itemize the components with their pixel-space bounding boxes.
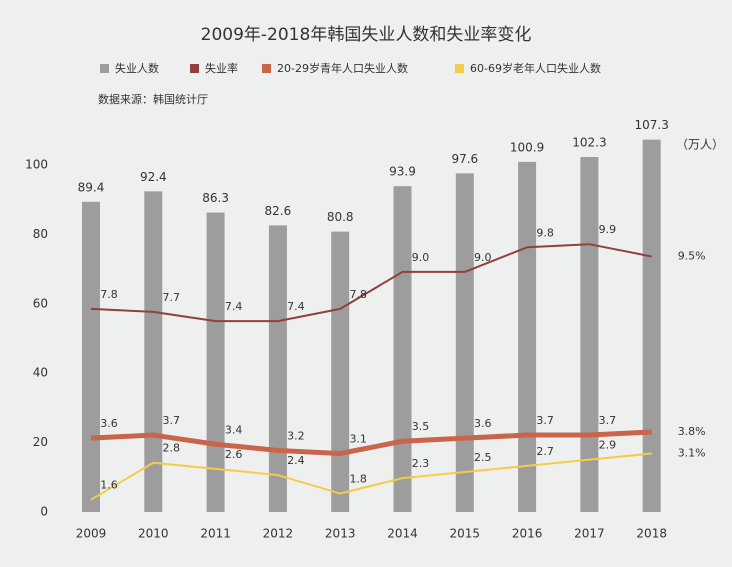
line-value-label: 2.6	[225, 448, 243, 461]
line-value-label: 3.7	[163, 414, 181, 427]
bar	[393, 186, 412, 513]
line	[90, 452, 652, 501]
legend-swatch	[190, 64, 199, 73]
bar-value-label: 100.9	[510, 140, 544, 154]
line-value-label: 2.3	[412, 457, 430, 470]
bar-value-label: 82.6	[265, 204, 292, 218]
line-value-label: 2.9	[599, 439, 617, 452]
line-value-label: 9.0	[412, 251, 430, 264]
bar-value-label: 86.3	[202, 191, 229, 205]
line-value-label: 9.9	[599, 223, 617, 236]
line-value-label: 3.7	[536, 414, 554, 427]
bar-value-label: 89.4	[78, 180, 105, 194]
line-value-label: 7.7	[163, 291, 181, 304]
legend-label: 20-29岁青年人口失业人数	[277, 61, 408, 75]
bar	[144, 191, 163, 512]
x-tick-label: 2018	[636, 527, 667, 541]
chart-title: 2009年-2018年韩国失业人数和失业率变化	[201, 25, 532, 45]
bar	[518, 161, 537, 512]
legend-label: 失业率	[205, 61, 238, 75]
legend-label: 60-69岁老年人口失业人数	[470, 61, 601, 75]
x-tick-label: 2016	[512, 527, 543, 541]
line-value-label: 2.8	[163, 442, 181, 455]
y-tick-label: 20	[33, 435, 48, 449]
line-value-label: 3.6	[474, 417, 492, 430]
line-value-label: 9.5%	[678, 250, 706, 263]
line-value-label: 2.7	[536, 445, 554, 458]
source-note: 数据来源：韩国统计厅	[98, 92, 208, 106]
x-tick-label: 2014	[387, 527, 418, 541]
x-tick-label: 2012	[263, 527, 294, 541]
legend-label: 失业人数	[115, 62, 159, 75]
line-value-label: 3.2	[287, 429, 305, 442]
x-tick-label: 2010	[138, 527, 169, 541]
line-value-label: 3.6	[100, 417, 118, 430]
line-value-label: 3.1%	[678, 447, 706, 460]
bar-value-label: 92.4	[140, 170, 167, 184]
bar	[268, 225, 287, 513]
y-tick-label: 0	[40, 505, 48, 519]
bar	[82, 201, 100, 513]
line-value-label: 2.5	[474, 451, 492, 464]
bar	[642, 139, 661, 512]
bar-value-label: 102.3	[572, 136, 606, 150]
line-value-label: 9.8	[536, 226, 554, 239]
line-value-label: 3.8%	[678, 425, 706, 438]
bar	[455, 173, 474, 512]
x-tick-label: 2011	[200, 527, 231, 541]
line-value-label: 7.8	[349, 288, 367, 301]
x-tick-label: 2013	[325, 527, 356, 541]
line-value-label: 1.8	[349, 473, 367, 486]
bar-value-label: 107.3	[635, 118, 669, 132]
x-tick-label: 2015	[450, 527, 481, 541]
legend-swatch	[455, 64, 464, 73]
line	[90, 429, 652, 457]
line-value-label: 2.4	[287, 454, 305, 467]
legend-swatch	[100, 64, 109, 73]
line-value-label: 7.4	[287, 300, 305, 313]
line-value-label: 9.0	[474, 251, 492, 264]
y-tick-label: 80	[33, 227, 48, 241]
y-unit: （万人）	[676, 138, 724, 152]
bar	[331, 231, 350, 512]
legend-swatch	[262, 64, 271, 73]
line-value-label: 3.4	[225, 423, 243, 436]
x-tick-label: 2009	[76, 527, 107, 541]
y-tick-label: 60	[33, 296, 48, 310]
line-value-label: 1.6	[100, 479, 118, 492]
bar-value-label: 80.8	[327, 210, 354, 224]
line-value-label: 3.7	[599, 414, 617, 427]
bar	[206, 212, 225, 512]
line-value-label: 3.1	[349, 433, 367, 446]
line-value-label: 3.5	[412, 420, 430, 433]
line-value-label: 7.4	[225, 300, 243, 313]
x-tick-label: 2017	[574, 527, 605, 541]
bar-value-label: 93.9	[389, 165, 416, 179]
bar-value-label: 97.6	[451, 152, 478, 166]
line	[90, 243, 652, 323]
line-value-label: 7.8	[100, 288, 118, 301]
y-tick-label: 100	[25, 158, 48, 172]
y-tick-label: 40	[33, 366, 48, 380]
